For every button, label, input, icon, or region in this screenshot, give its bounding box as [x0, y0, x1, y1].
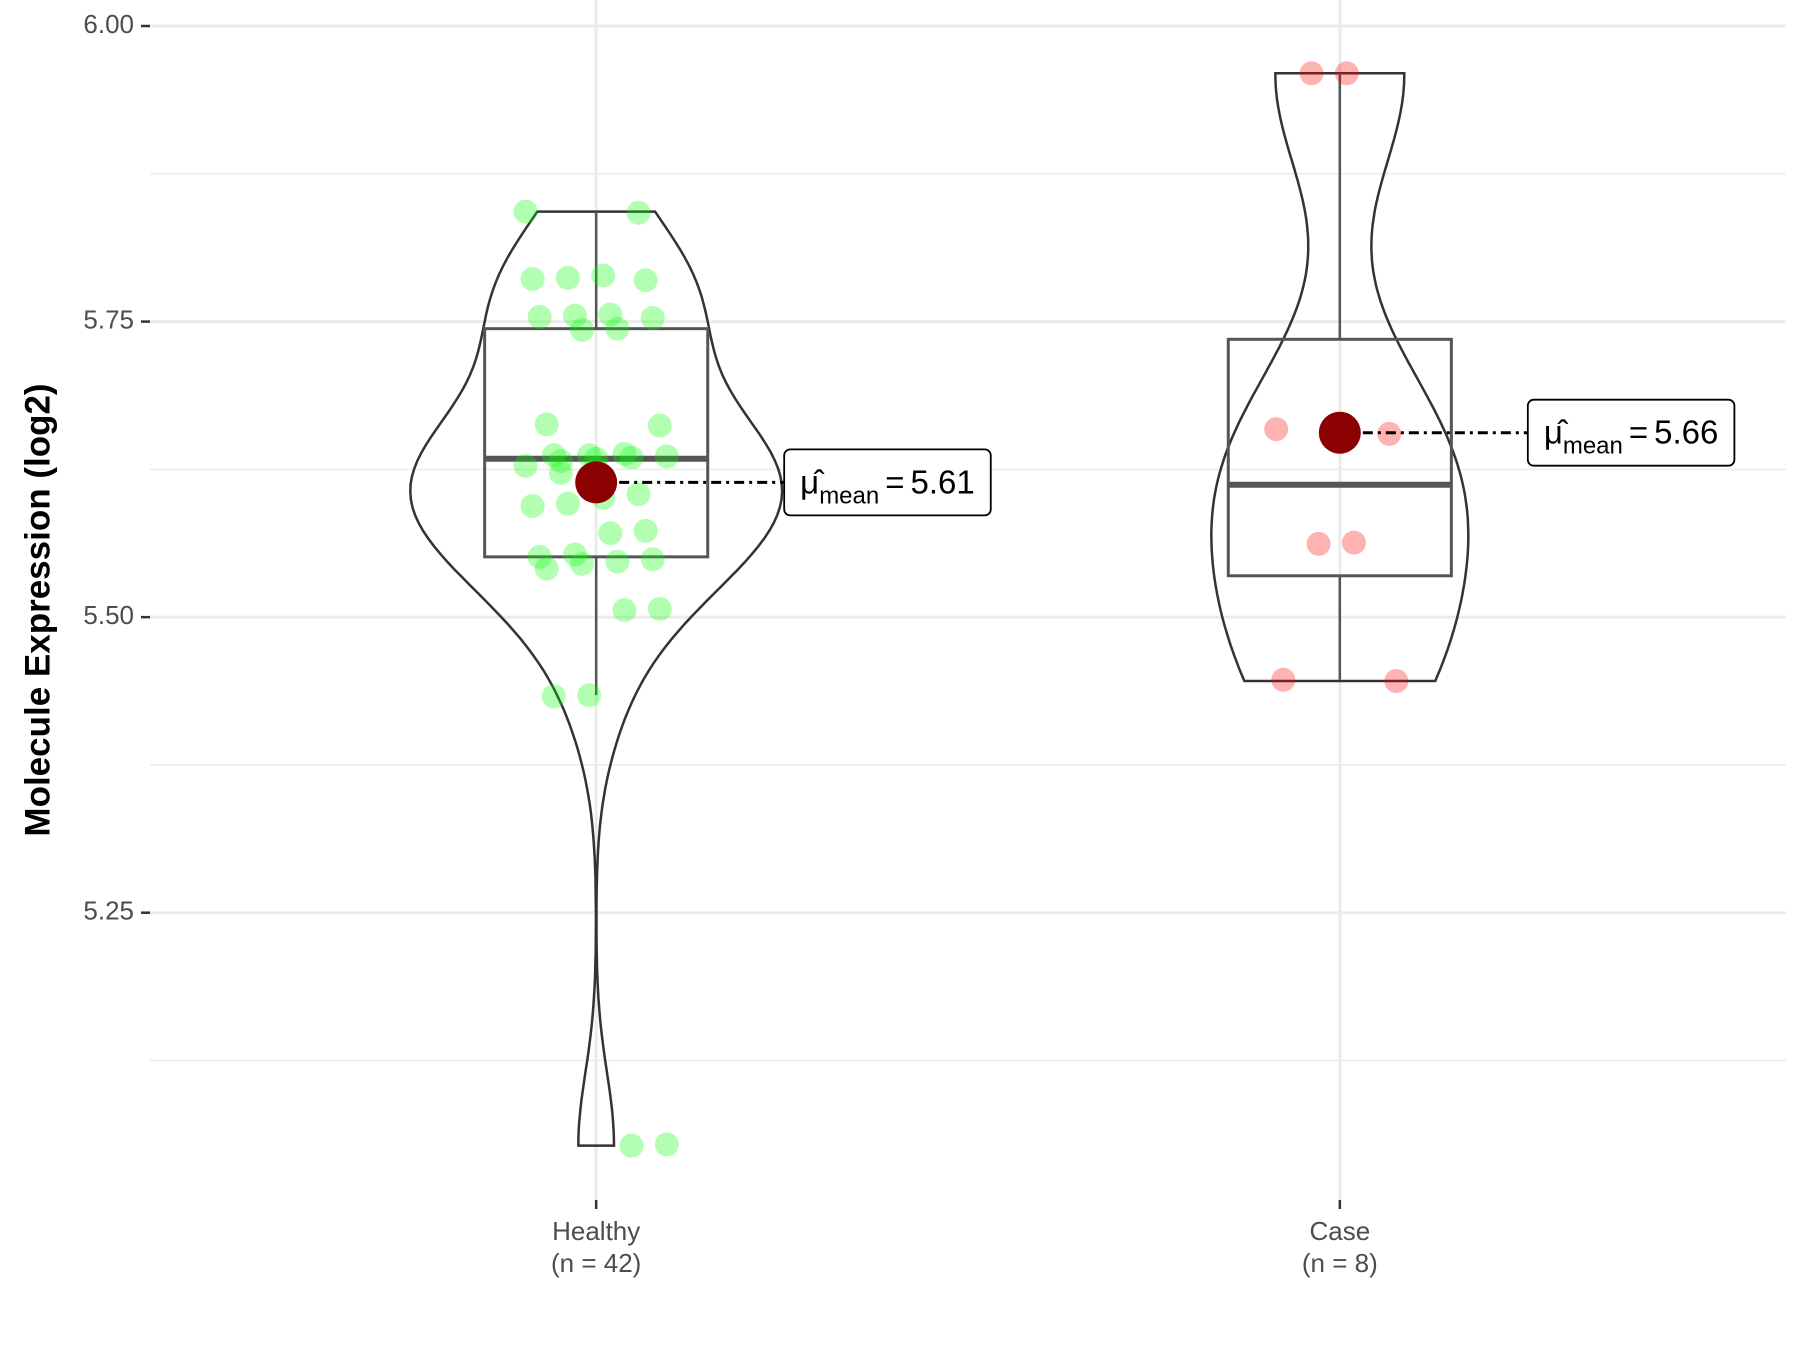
data-point: [612, 441, 637, 466]
violin: [409, 210, 784, 1147]
data-point: [640, 547, 665, 572]
data-point: [562, 303, 587, 328]
data-point: [570, 551, 595, 576]
mean-label: μ̂mean = 5.61: [783, 448, 992, 517]
mean-point: [1318, 411, 1361, 454]
stat-equals: =: [1629, 414, 1648, 451]
data-point: [1299, 61, 1324, 86]
data-point: [633, 518, 658, 543]
data-point: [647, 413, 672, 438]
data-point: [591, 263, 616, 288]
data-point: [513, 453, 538, 478]
data-point: [548, 449, 573, 474]
data-point: [562, 542, 587, 567]
data-point: [640, 306, 665, 331]
data-point: [619, 1133, 644, 1158]
data-point: [1334, 61, 1359, 86]
x-count-label: (n = 42): [551, 1248, 641, 1278]
data-point: [555, 491, 580, 516]
data-point: [534, 412, 559, 437]
x-tick-label: Healthy: [552, 1216, 640, 1246]
box: [1226, 337, 1453, 578]
y-tick-label: 6.00: [83, 9, 134, 39]
data-point: [654, 1132, 679, 1157]
data-point: [605, 549, 630, 574]
data-point: [1271, 667, 1296, 692]
x-count-label: (n = 8): [1302, 1248, 1378, 1278]
stat-subscript: mean: [819, 482, 879, 509]
mean-value-label: 5.61: [911, 463, 975, 500]
mean-label-text: μ̂mean = 5.66: [1544, 414, 1719, 460]
data-point: [527, 544, 552, 569]
y-tick-label: 5.25: [83, 896, 134, 926]
data-point: [654, 444, 679, 469]
data-point: [612, 598, 637, 623]
data-point: [520, 267, 545, 292]
data-point: [1341, 530, 1366, 555]
x-tick-label: Case: [1309, 1216, 1370, 1246]
stat-equals: =: [885, 463, 904, 500]
data-point: [577, 443, 602, 468]
y-tick-label: 5.75: [83, 304, 134, 334]
data-point: [626, 482, 651, 507]
data-point: [598, 302, 623, 327]
y-tick-label: 5.50: [83, 600, 134, 630]
data-point: [541, 684, 566, 709]
mean-label-box: [1526, 398, 1736, 467]
mean-label: μ̂mean = 5.66: [1526, 398, 1736, 467]
data-point: [513, 199, 538, 224]
data-point: [619, 445, 644, 470]
data-point: [1384, 668, 1409, 693]
violin: [1210, 72, 1470, 683]
data-point: [527, 304, 552, 329]
data-point: [605, 316, 630, 341]
data-point: [626, 200, 651, 225]
mean-value-label: 5.66: [1654, 414, 1718, 451]
mean-label-box: [783, 448, 992, 517]
stat-subscript: mean: [1563, 433, 1623, 460]
y-axis-title: Molecule Expression (log2): [18, 383, 57, 836]
box: [483, 327, 710, 559]
data-point: [520, 494, 545, 519]
data-point: [555, 265, 580, 290]
mean-label-text: μ̂mean = 5.61: [800, 463, 975, 509]
data-point: [541, 443, 566, 468]
data-point: [577, 683, 602, 708]
data-point: [598, 521, 623, 546]
mean-point: [575, 461, 618, 504]
data-point: [647, 596, 672, 621]
data-point: [570, 317, 595, 342]
data-point: [1264, 417, 1289, 442]
data-point: [548, 460, 573, 485]
data-point: [1306, 531, 1331, 556]
data-point: [633, 268, 658, 293]
data-point: [534, 556, 559, 581]
